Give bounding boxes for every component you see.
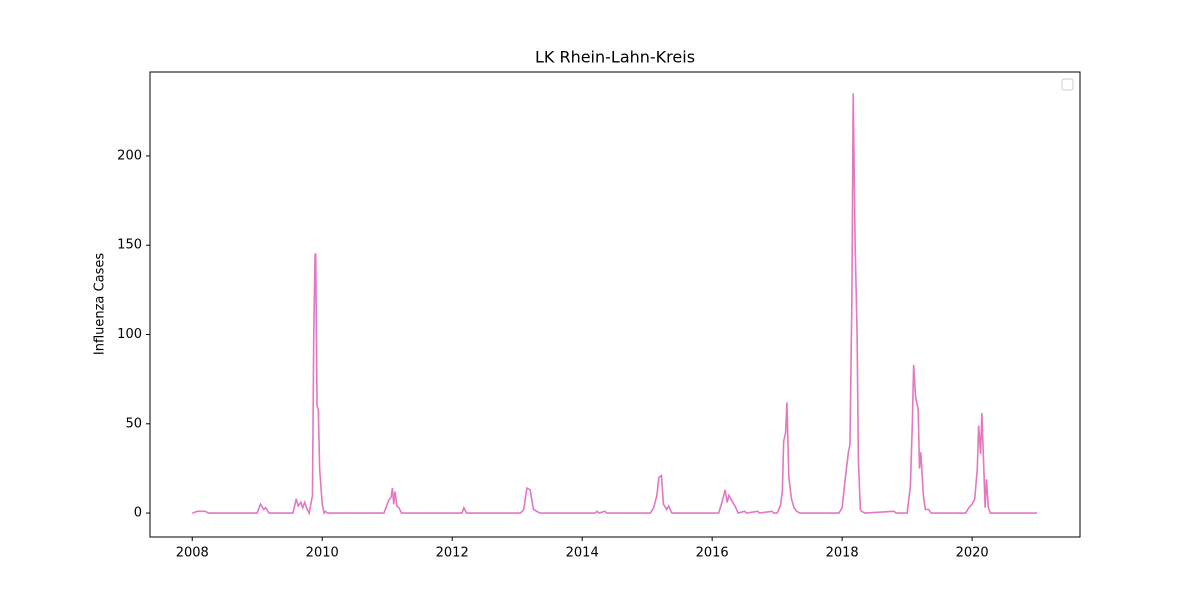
chart-title: LK Rhein-Lahn-Kreis [535,48,695,67]
y-tick-label: 0 [134,506,142,521]
y-tick-label: 100 [117,327,142,342]
x-tick-label: 2016 [696,546,729,561]
x-tick-label: 2010 [306,546,339,561]
x-tick-label: 2014 [566,546,599,561]
y-axis-label: Influenza Cases [93,253,108,355]
legend-box [1061,78,1074,91]
y-tick-label: 200 [117,148,142,163]
x-tick-label: 2018 [826,546,859,561]
x-tick-label: 2020 [956,546,989,561]
x-tick-label: 2012 [436,546,469,561]
series-line [191,93,1038,516]
x-tick-label: 2008 [176,546,209,561]
plot-frame [149,71,1081,538]
y-tick-label: 150 [117,238,142,253]
y-tick-label: 50 [125,416,142,431]
